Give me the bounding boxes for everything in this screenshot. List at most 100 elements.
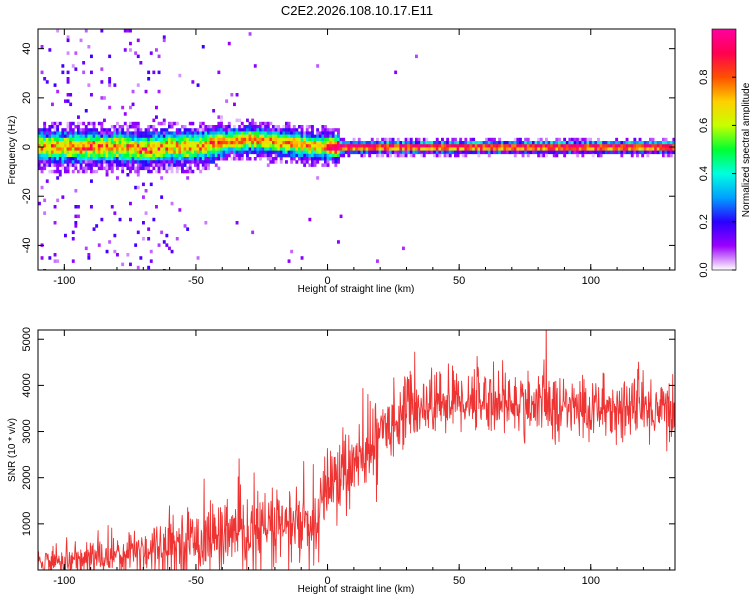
spectrogram-cell <box>404 141 408 145</box>
spectrogram-cell <box>183 224 187 228</box>
spectrogram-cell <box>58 134 62 139</box>
spectrogram-cell <box>422 150 426 155</box>
spectrogram-cell <box>105 169 109 174</box>
spectrogram-cell <box>287 128 291 132</box>
spectrogram-cell <box>669 141 673 145</box>
spectrogram-cell <box>524 147 528 151</box>
spectrogram-cell <box>173 121 177 126</box>
spectrogram-cell <box>326 134 330 139</box>
spectrogram-cell <box>84 147 88 151</box>
spectrogram-cell <box>144 137 148 142</box>
spectrogram-cell <box>168 166 171 171</box>
spectrogram-cell <box>396 153 400 158</box>
spectrogram-cell <box>134 150 138 155</box>
spectrogram-cell <box>313 160 317 164</box>
spectrogram-cell <box>404 153 408 158</box>
spectrogram-cell <box>61 163 65 167</box>
spectrogram-cell <box>251 118 255 123</box>
spectrogram-cell <box>108 128 112 132</box>
spectrogram-cell <box>194 131 197 135</box>
spectrogram-cell <box>142 141 145 145</box>
spectrogram-cell <box>196 153 200 158</box>
spectrogram-cell <box>233 134 236 139</box>
spectrogram-cell <box>64 160 67 164</box>
spectrogram-cell <box>311 160 314 164</box>
spectrogram-cell <box>274 128 278 132</box>
spectrogram-cell <box>181 153 184 158</box>
spectrogram-cell <box>82 134 86 139</box>
spectrogram-cell <box>136 160 140 164</box>
spectrogram-cell <box>147 160 151 164</box>
spectrogram-cell <box>259 147 262 151</box>
spectrogram-cell <box>233 137 236 142</box>
spectrogram-cell <box>586 147 590 151</box>
spectrogram-cell <box>248 131 252 135</box>
spectrogram-cell <box>620 153 624 158</box>
spectrogram-cell <box>108 137 112 142</box>
spectrogram-cell <box>443 150 447 155</box>
spectrogram-cell <box>321 163 325 167</box>
spectrogram-cell <box>87 128 91 132</box>
spectrogram-cell <box>550 150 554 155</box>
spectrogram-cell <box>178 166 182 171</box>
spectrogram-cell <box>152 144 156 148</box>
spectrogram-cell <box>662 153 665 158</box>
spectrogram-cell <box>368 150 372 155</box>
spectrogram-cell <box>129 150 132 155</box>
spectrogram-cell <box>230 131 234 135</box>
spectrogram-cell <box>298 141 301 145</box>
spectrogram-cell <box>368 147 372 151</box>
spectrogram-cell <box>331 147 335 151</box>
spectrogram-cell <box>305 144 309 148</box>
spectrogram-cell <box>441 137 444 142</box>
spectrogram-cell <box>103 137 106 142</box>
spectrogram-cell <box>654 147 658 151</box>
spectrogram-cell <box>246 147 249 151</box>
spectrogram-cell <box>389 147 392 151</box>
spectrogram-cell <box>175 131 179 135</box>
spectrogram-cell <box>638 141 642 145</box>
spectrogram-cell <box>607 144 611 148</box>
spectrogram-cell <box>227 134 231 139</box>
spectrogram-cell <box>214 163 218 167</box>
spectrogram-cell <box>311 134 314 139</box>
spectrogram-cell <box>638 144 642 148</box>
spectrogram-cell <box>552 147 556 151</box>
spectrogram-cell <box>321 157 325 161</box>
spectrogram-cell <box>316 137 320 142</box>
spectrogram-cell <box>220 147 223 151</box>
spectrogram-cell <box>71 121 75 126</box>
spectrogram-cell <box>181 150 184 155</box>
spectrogram-cell <box>646 141 650 145</box>
spectrogram-cell <box>287 150 291 155</box>
spectrogram-cell <box>204 144 208 148</box>
spectrogram-cell <box>217 147 221 151</box>
spectrogram-cell <box>565 147 569 151</box>
spectrogram-cell <box>290 153 294 158</box>
spectrogram-cell <box>222 157 226 161</box>
spectrogram-cell <box>74 163 78 167</box>
spectrogram-cell <box>149 147 153 151</box>
spectrogram-cell <box>272 137 275 142</box>
spectrogram-cell <box>246 128 249 132</box>
spectrogram-cell <box>503 147 507 151</box>
spectrogram-cell <box>196 150 200 155</box>
spectrogram-cell <box>155 48 158 52</box>
spectrogram-cell <box>238 131 242 135</box>
spectrogram-cell <box>113 131 117 135</box>
spectrogram-cell <box>53 205 57 209</box>
spectrogram-cell <box>316 150 320 155</box>
spectrogram-cell <box>61 153 65 158</box>
spectrogram-cell <box>77 169 80 174</box>
spectrogram-cell <box>425 137 429 142</box>
spectrogram-cell <box>227 125 231 129</box>
spectrogram-cell <box>552 153 556 158</box>
spectrogram-cell <box>391 147 395 151</box>
spectrogram-cell <box>547 144 551 148</box>
spectrogram-cell <box>149 150 153 155</box>
spectrogram-cell <box>342 150 346 155</box>
spectrogram-cell <box>144 144 148 148</box>
spectrogram-cell <box>87 45 91 49</box>
spectrogram-cell <box>456 150 460 155</box>
spectrogram-cell <box>209 150 213 155</box>
